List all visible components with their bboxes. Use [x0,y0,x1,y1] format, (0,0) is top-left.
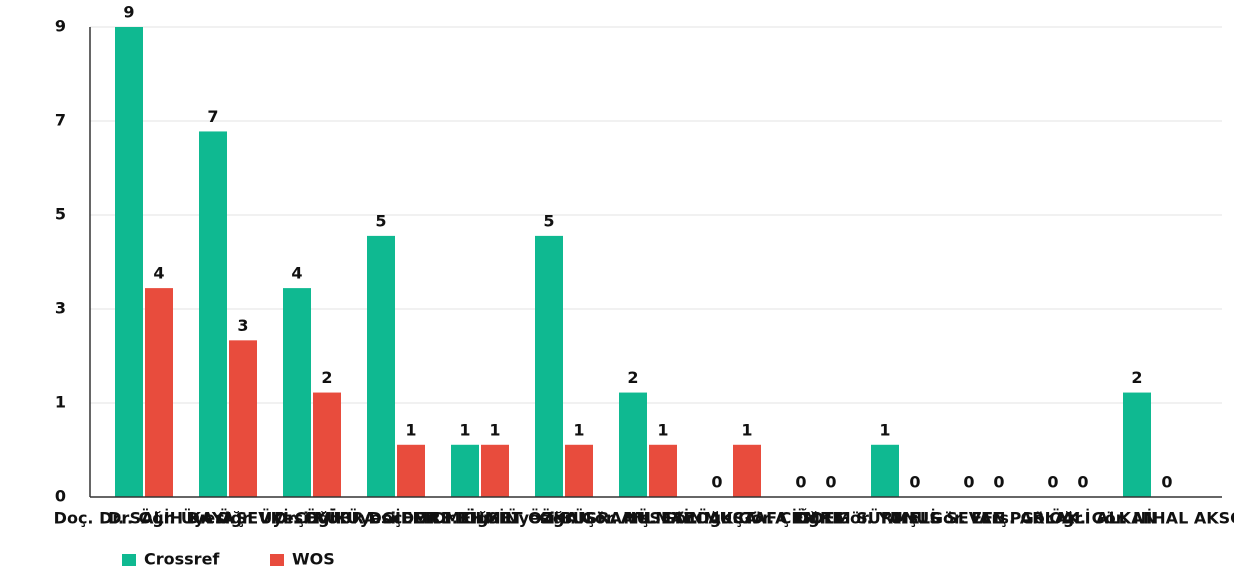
x-tick-label: Dr. Öğr. Üyesi BÜŞRA YILMAZ [433,509,695,528]
value-label: 0 [1077,473,1088,492]
bar [481,444,509,497]
x-tick-label: Doç. Dr. SALİH KAYA [54,509,235,528]
bar [313,392,341,497]
x-tick-label: Arş. Gör. MUSTAFA EMRE [621,509,843,528]
bar [619,392,647,497]
value-label: 4 [291,264,302,283]
x-tick-label: Dr. Öğr. Üyesi ŞEVKİ ÇEVİK [108,509,348,528]
value-label: 0 [1161,473,1172,492]
value-label: 1 [741,420,752,439]
value-label: 4 [153,264,164,283]
value-label: 0 [993,473,1004,492]
value-label: 7 [207,107,218,126]
bar [1123,392,1151,497]
x-tick-label: Öğr. Gör. ÇİĞDEM SÜRMELİ [696,509,936,528]
x-tick-label: Dr. Öğr. Üyesi KÜBRA GİDER [187,509,438,528]
bar [871,444,899,497]
y-tick-label: 9 [55,17,66,36]
bar [535,235,563,497]
bar [283,288,311,497]
value-label: 5 [543,211,554,230]
value-label: 5 [375,211,386,230]
value-label: 0 [711,473,722,492]
bar [367,235,395,497]
value-label: 3 [237,316,248,335]
bar [115,27,143,497]
y-tick-label: 7 [55,111,66,130]
y-tick-label: 3 [55,299,66,318]
legend-label: Crossref [144,550,220,569]
x-tick-label: Öğr. Gör. HÜSEYİN AKÇA [539,509,757,528]
x-tick-label: Arş. Gör. ALİ ALKAN [979,509,1157,528]
value-label: 1 [573,420,584,439]
bar [733,444,761,497]
x-tick-label: Öğr. Gör. YUNUS SEVEN [795,509,1006,528]
x-tick-label: Öğr. Gör. NİHAL AKSOY [1049,509,1234,528]
x-tick-label: Arş. Gör. EFE PARLAK [888,509,1080,528]
y-tick-label: 0 [55,487,66,506]
value-label: 0 [963,473,974,492]
value-label: 1 [405,420,416,439]
value-label: 2 [321,368,332,387]
value-label: 1 [879,420,890,439]
bar [199,131,227,497]
y-tick-label: 1 [55,393,66,412]
value-label: 0 [825,473,836,492]
value-label: 2 [1131,368,1142,387]
value-label: 1 [459,420,470,439]
legend-swatch [270,554,284,566]
bar [649,444,677,497]
bar [397,444,425,497]
value-label: 2 [627,368,638,387]
bar [145,288,173,497]
value-label: 0 [795,473,806,492]
value-label: 0 [909,473,920,492]
value-label: 1 [657,420,668,439]
y-tick-label: 5 [55,205,66,224]
value-label: 9 [123,3,134,22]
bar [565,444,593,497]
bar [451,444,479,497]
bar [229,340,257,497]
x-tick-label: Dr. Öğr. Üyesi EMRE BİLGİN [274,509,518,528]
value-label: 0 [1047,473,1058,492]
value-label: 1 [489,420,500,439]
legend-swatch [122,554,136,566]
x-tick-label: Doç. Dr. MEHMET ÖZKAN [369,509,592,528]
legend-label: WOS [292,550,335,569]
